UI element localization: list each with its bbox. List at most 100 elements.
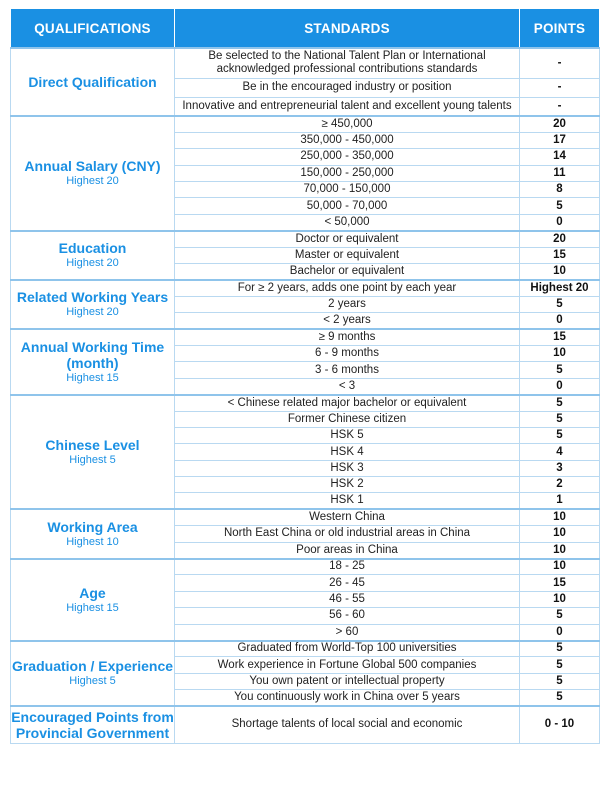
category-graduation-experience: Graduation / Experience Highest 5: [10, 639, 175, 707]
table-row: Annual Salary (CNY) Highest 20 ≥ 450,000…: [10, 114, 600, 232]
category-title: Graduation / Experience: [11, 658, 174, 675]
table-header-row: QUALIFICATIONS STANDARDS POINTS: [10, 8, 600, 49]
points-cell: 8: [519, 181, 600, 199]
table-row: Work experience in Fortune Global 500 co…: [11, 656, 600, 674]
points-cell: 17: [519, 131, 600, 150]
points-cell: 10: [519, 525, 600, 543]
category-working-area: Working Area Highest 10: [10, 508, 175, 560]
points-cell: 20: [519, 114, 600, 133]
category-age: Age Highest 15: [10, 557, 175, 641]
category-title: Annual Working Time (month): [20, 338, 165, 371]
table-row: Master or equivalent 15: [11, 246, 600, 265]
points-cell: 5: [519, 689, 600, 707]
points-cell: 5: [519, 656, 600, 674]
points-cell: 3: [519, 459, 600, 478]
category-subtitle: Highest 15: [66, 371, 119, 384]
points-cell: 5: [519, 426, 600, 445]
category-title: Encouraged Points from Provincial Govern…: [11, 708, 174, 741]
standard-cell: 56 - 60: [174, 607, 520, 625]
standard-cell: You own patent or intellectual property: [174, 672, 520, 691]
standard-cell: Shortage talents of local social and eco…: [174, 705, 520, 744]
category-subtitle: Highest 5: [69, 675, 116, 688]
points-cell: -: [519, 96, 600, 117]
header-qualifications: QUALIFICATIONS: [10, 8, 175, 49]
standard-cell: Be selected to the National Talent Plan …: [174, 47, 520, 79]
standard-cell: 250,000 - 350,000: [174, 148, 520, 166]
points-cell: 0: [519, 312, 600, 330]
table-row: Working Area Highest 10 Western China 10: [10, 508, 600, 560]
table-row: Encouraged Points from Provincial Govern…: [10, 705, 600, 744]
standard-cell: < 3: [174, 377, 520, 396]
standard-cell: 350,000 - 450,000: [174, 131, 520, 150]
points-cell: -: [519, 47, 600, 79]
category-title: Direct Qualification: [28, 74, 157, 90]
standard-cell: HSK 1: [174, 492, 520, 510]
standard-cell: > 60: [174, 623, 520, 642]
category-chinese-level: Chinese Level Highest 5: [10, 393, 175, 510]
standard-cell: < Chinese related major bachelor or equi…: [174, 393, 520, 412]
standard-cell: 2 years: [174, 295, 520, 314]
points-cell: 5: [519, 607, 600, 625]
points-cell: 5: [519, 197, 600, 215]
points-cell: 0: [519, 623, 600, 642]
table-row: Direct Qualification Be selected to the …: [10, 47, 600, 117]
table-row: Graduation / Experience Highest 5 Gradua…: [10, 639, 600, 707]
standard-cell: 70,000 - 150,000: [174, 181, 520, 199]
header-points: POINTS: [519, 8, 600, 49]
category-title: Working Area: [47, 518, 138, 535]
points-cell: 10: [519, 508, 600, 527]
standard-cell: 50,000 - 70,000: [174, 197, 520, 215]
standard-cell: 6 - 9 months: [174, 344, 520, 363]
category-subtitle: Highest 20: [66, 175, 119, 188]
points-cell: 0 - 10: [519, 705, 600, 744]
points-cell: 10: [519, 263, 600, 281]
standard-cell: 46 - 55: [174, 590, 520, 609]
points-cell: 5: [519, 639, 600, 658]
category-annual-salary: Annual Salary (CNY) Highest 20: [10, 115, 175, 232]
table-row: Related Working Years Highest 20 For ≥ 2…: [10, 278, 600, 330]
standard-cell: Work experience in Fortune Global 500 co…: [174, 656, 520, 674]
points-cell: 15: [519, 328, 600, 346]
table-row: 350,000 - 450,000 17: [11, 131, 600, 150]
points-cell: 11: [519, 164, 600, 183]
points-cell: 10: [519, 541, 600, 560]
points-cell: 5: [519, 361, 600, 379]
category-education: Education Highest 20: [10, 229, 175, 281]
table-row: Annual Working Time (month) Highest 15 ≥…: [10, 328, 600, 396]
standard-cell: < 2 years: [174, 312, 520, 330]
standard-cell: Poor areas in China: [174, 541, 520, 560]
standard-cell: Be in the encouraged industry or positio…: [174, 77, 520, 98]
header-standards: STANDARDS: [174, 8, 520, 49]
standard-cell: 26 - 45: [174, 574, 520, 592]
table-row: Former Chinese citizen 5: [11, 410, 600, 428]
category-title: Chinese Level: [45, 437, 140, 453]
category-subtitle: Highest 10: [66, 535, 119, 548]
points-table: QUALIFICATIONS STANDARDS POINTS Direct Q…: [10, 8, 600, 744]
points-cell: Highest 20: [519, 278, 600, 297]
category-title: Annual Salary (CNY): [24, 158, 161, 175]
category-encouraged-points: Encouraged Points from Provincial Govern…: [10, 705, 175, 744]
category-title: Education: [58, 240, 127, 257]
standard-cell: HSK 4: [174, 443, 520, 461]
standard-cell: North East China or old industrial areas…: [174, 525, 520, 543]
category-title: Related Working Years: [16, 289, 169, 306]
standard-cell: Doctor or equivalent: [174, 229, 520, 248]
standard-cell: Former Chinese citizen: [174, 410, 520, 428]
points-cell: 0: [519, 377, 600, 396]
points-cell: 5: [519, 410, 600, 428]
table-row: Be in the encouraged industry or positio…: [11, 77, 600, 98]
table-row: 3 - 6 months 5: [11, 361, 600, 379]
standard-cell: HSK 5: [174, 426, 520, 445]
points-cell: 10: [519, 557, 600, 576]
table-row: Education Highest 20 Doctor or equivalen…: [10, 229, 600, 281]
points-table-container: QUALIFICATIONS STANDARDS POINTS Direct Q…: [10, 8, 600, 797]
table-row: 50,000 - 70,000 5: [11, 197, 600, 215]
standard-cell: Master or equivalent: [174, 246, 520, 265]
category-annual-working-time: Annual Working Time (month) Highest 15: [10, 328, 175, 396]
points-cell: 1: [519, 492, 600, 510]
points-cell: 15: [519, 574, 600, 592]
points-cell: 4: [519, 443, 600, 461]
standard-cell: 3 - 6 months: [174, 361, 520, 379]
